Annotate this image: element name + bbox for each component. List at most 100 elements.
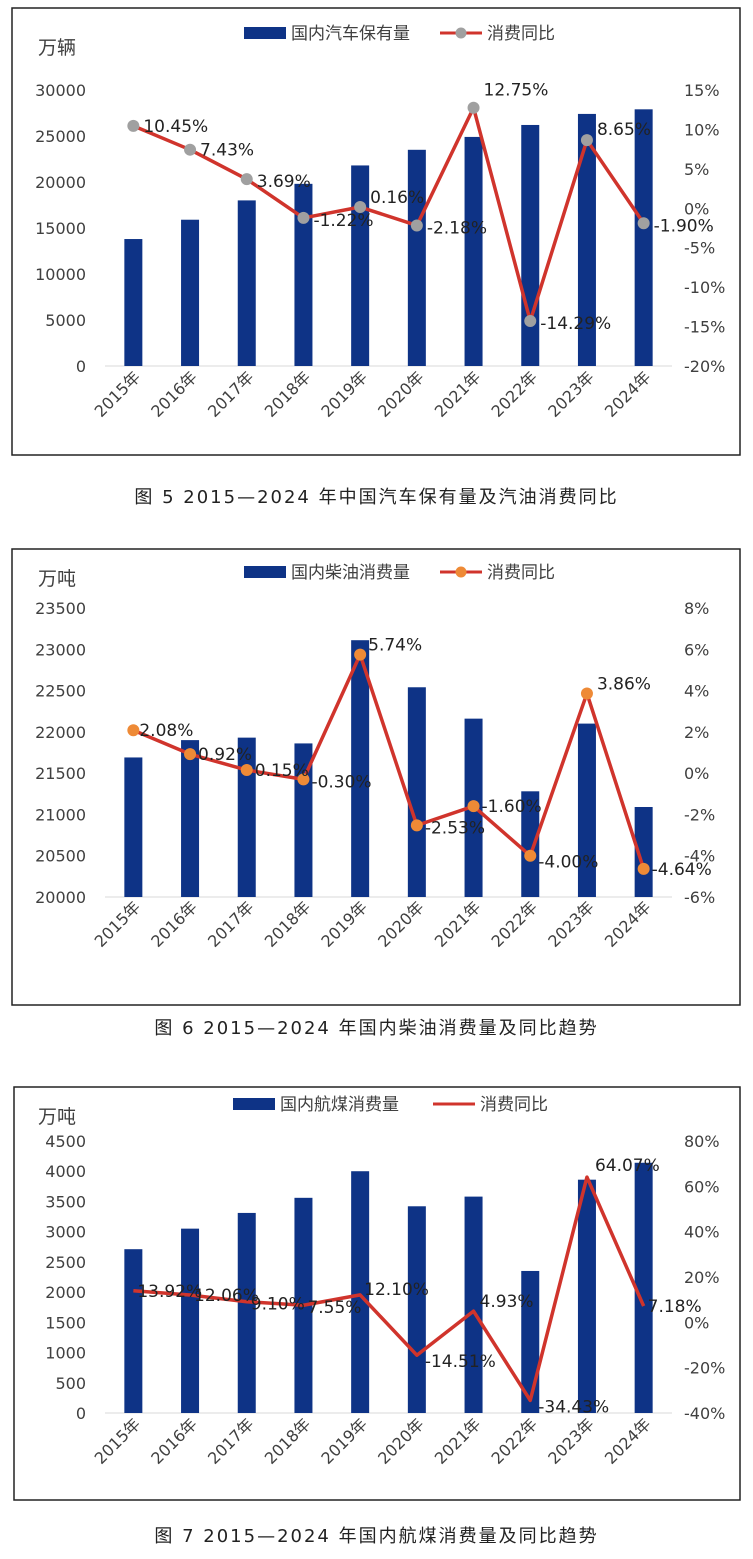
category-label: 2017年 xyxy=(204,367,258,421)
yoy-marker xyxy=(127,119,140,132)
yoy-marker xyxy=(297,773,310,786)
category-label: 2015年 xyxy=(91,367,145,421)
yoy-data-label: 64.07% xyxy=(595,1156,660,1176)
yoy-data-label: -0.30% xyxy=(311,772,371,792)
yoy-marker xyxy=(524,314,537,327)
yoy-marker xyxy=(467,101,480,114)
right-axis-tick: 80% xyxy=(684,1132,720,1151)
yoy-data-label: 2.08% xyxy=(139,721,193,741)
bar xyxy=(521,124,540,367)
bar xyxy=(407,687,426,897)
right-axis-tick: 8% xyxy=(684,599,709,618)
yoy-data-label: 13.92% xyxy=(137,1282,202,1302)
legend-bar-label: 国内柴油消费量 xyxy=(291,563,410,583)
category-label: 2019年 xyxy=(317,367,371,421)
yoy-marker xyxy=(354,201,367,214)
yoy-marker xyxy=(410,219,423,232)
category-label: 2017年 xyxy=(204,1414,258,1468)
chart-frame xyxy=(11,548,741,1006)
yoy-data-label: -1.90% xyxy=(654,216,714,236)
legend-line-marker xyxy=(455,27,467,39)
legend-bar-swatch xyxy=(233,1098,275,1110)
category-label: 2021年 xyxy=(431,897,485,951)
bar xyxy=(577,723,596,897)
yoy-data-label: 7.43% xyxy=(200,141,254,161)
category-label: 2021年 xyxy=(431,367,485,421)
legend-bar-swatch xyxy=(244,27,286,39)
left-axis-tick: 0 xyxy=(76,357,86,376)
yoy-data-label: 4.93% xyxy=(480,1292,534,1312)
yoy-marker xyxy=(637,862,650,875)
category-label: 2023年 xyxy=(544,367,598,421)
right-axis-tick: 60% xyxy=(684,1177,720,1196)
right-axis-tick: -20% xyxy=(684,357,725,376)
bar xyxy=(577,1179,596,1413)
left-axis-tick: 23000 xyxy=(35,640,86,659)
left-axis-unit: 万辆 xyxy=(38,37,76,59)
bar xyxy=(237,1212,256,1413)
yoy-data-label: -1.22% xyxy=(313,211,373,231)
right-axis-tick: -15% xyxy=(684,318,725,337)
category-label: 2022年 xyxy=(488,1414,542,1468)
yoy-data-label: 3.69% xyxy=(257,172,311,192)
left-axis-tick: 22500 xyxy=(35,682,86,701)
legend-line-label: 消费同比 xyxy=(487,24,555,44)
category-label: 2022年 xyxy=(488,367,542,421)
chart-frame xyxy=(13,1086,741,1501)
left-axis-tick: 4500 xyxy=(45,1132,86,1151)
yoy-marker xyxy=(297,211,310,224)
left-axis-tick: 5000 xyxy=(45,311,86,330)
yoy-marker xyxy=(127,724,140,737)
yoy-line xyxy=(132,652,646,870)
yoy-data-label: 12.06% xyxy=(194,1286,259,1306)
yoy-marker xyxy=(467,800,480,813)
chart-panel-1: 国内汽车保有量 消费同比 万辆 0 5000 10000 15000 20000 25000 30… xyxy=(0,0,753,510)
bar xyxy=(407,1206,426,1413)
yoy-marker xyxy=(240,764,253,777)
yoy-data-label: 10.45% xyxy=(143,117,208,137)
bar xyxy=(464,136,483,366)
bar xyxy=(521,791,540,897)
left-axis-tick: 1000 xyxy=(45,1344,86,1363)
category-label: 2020年 xyxy=(374,367,428,421)
yoy-marker xyxy=(580,134,593,147)
yoy-data-label: -4.64% xyxy=(652,860,712,880)
yoy-line xyxy=(133,1175,646,1403)
left-axis-tick: 10000 xyxy=(35,265,86,284)
left-axis-tick: 20500 xyxy=(35,847,86,866)
right-axis-tick: 15% xyxy=(684,81,720,100)
yoy-marker xyxy=(240,173,253,186)
left-axis-tick: 21000 xyxy=(35,805,86,824)
category-label: 2015年 xyxy=(91,897,145,951)
category-label: 2018年 xyxy=(261,367,315,421)
category-label: 2016年 xyxy=(147,1414,201,1468)
legend-line-label: 消费同比 xyxy=(480,1095,548,1115)
right-axis-tick: -5% xyxy=(684,239,715,258)
category-label: 2018年 xyxy=(261,897,315,951)
legend-bar-label: 国内汽车保有量 xyxy=(291,24,410,44)
legend-bar-swatch xyxy=(244,566,286,578)
right-axis-tick: 4% xyxy=(684,682,709,701)
category-label: 2018年 xyxy=(261,1414,315,1468)
category-label: 2024年 xyxy=(601,1414,655,1468)
right-axis-tick: 0% xyxy=(684,764,709,783)
yoy-data-label: -34.43% xyxy=(538,1397,609,1417)
yoy-data-label: -2.18% xyxy=(427,218,487,238)
category-label: 2019年 xyxy=(317,897,371,951)
bar xyxy=(124,239,143,366)
bar xyxy=(237,737,256,897)
yoy-data-label: 7.18% xyxy=(648,1297,702,1317)
legend-bar-label: 国内航煤消费量 xyxy=(280,1095,399,1115)
left-axis-tick: 15000 xyxy=(35,219,86,238)
left-axis-tick: 3000 xyxy=(45,1223,86,1242)
category-label: 2020年 xyxy=(374,1414,428,1468)
yoy-marker xyxy=(637,217,650,230)
yoy-data-label: 0.16% xyxy=(370,188,424,208)
right-axis-tick: 6% xyxy=(684,640,709,659)
left-axis-unit: 万吨 xyxy=(38,1106,76,1128)
chart-3-caption: 图 7 2015—2024 年国内航煤消费量及同比趋势 xyxy=(154,1526,599,1547)
bar xyxy=(181,1228,200,1413)
chart-2-svg: 国内柴油消费量 消费同比 万吨 20000 20500 21000 21500 22000 22… xyxy=(11,548,741,1006)
